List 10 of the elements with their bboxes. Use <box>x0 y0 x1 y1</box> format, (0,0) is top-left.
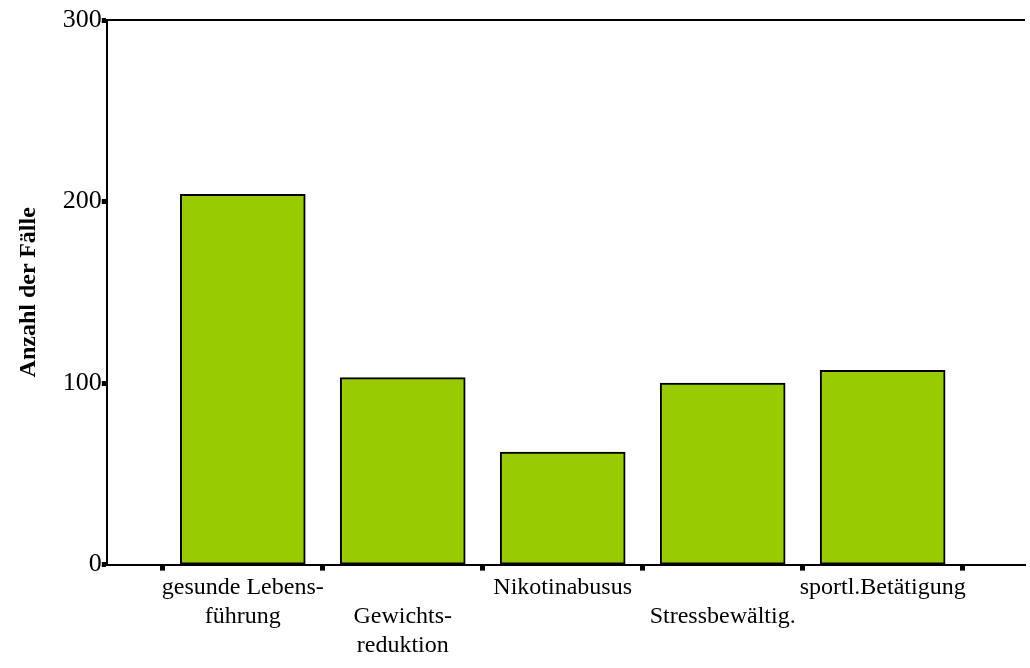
y-tick-label: 0 <box>88 548 102 578</box>
x-tick-label: Stressbewältig. <box>649 602 796 629</box>
x-tick-label: gesunde Lebens- führung <box>161 573 324 629</box>
y-axis-title: Anzahl der Fälle <box>13 206 40 378</box>
y-tick-label: 200 <box>62 185 102 215</box>
x-tick-label: sportl.Betätigung <box>799 573 966 600</box>
y-tick-label: 300 <box>62 3 102 33</box>
x-tick-label: Gewichts- reduktion <box>353 602 453 657</box>
x-tick-label: Nikotinabusus <box>493 573 633 600</box>
y-tick-label: 100 <box>62 366 102 396</box>
